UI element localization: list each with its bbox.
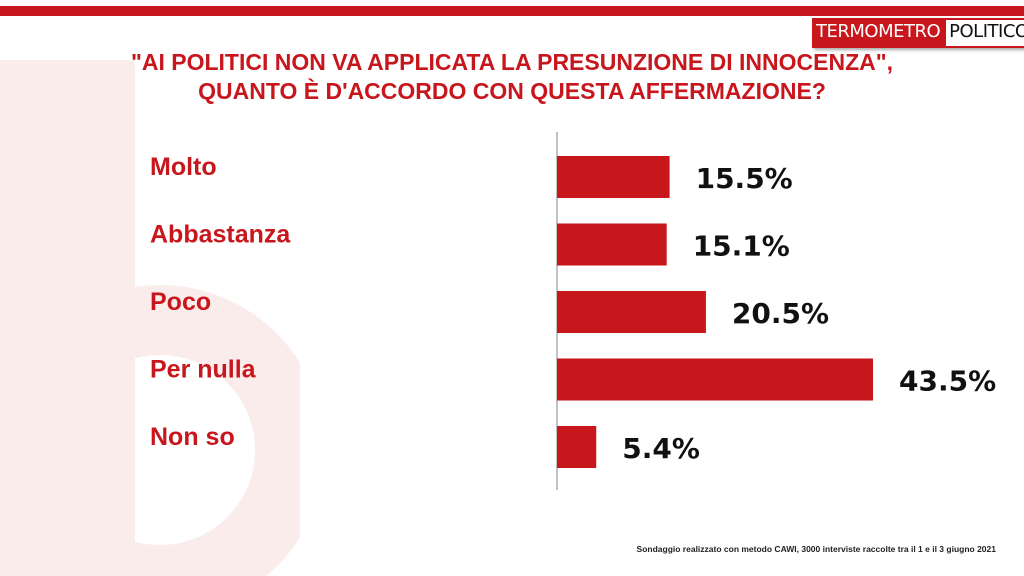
chart-title: "AI POLITICI NON VA APPLICATA LA PRESUNZ… [40, 48, 984, 106]
category-label: Non so [150, 423, 235, 451]
category-label: Per nulla [150, 356, 257, 384]
bar [557, 291, 706, 333]
category-label: Molto [150, 153, 217, 181]
value-label: 15.5% [696, 162, 793, 195]
bar [557, 156, 670, 198]
value-label: 43.5% [899, 365, 996, 398]
logo-left-text: TERMOMETRO [812, 18, 945, 48]
title-line-1: "AI POLITICI NON VA APPLICATA LA PRESUNZ… [130, 49, 894, 75]
top-accent-bar [0, 6, 1024, 16]
title-line-2: QUANTO È D'ACCORDO CON QUESTA AFFERMAZIO… [198, 78, 826, 104]
bar [557, 223, 667, 266]
category-label: Poco [150, 288, 211, 316]
value-label: 5.4% [622, 432, 700, 465]
value-label: 15.1% [693, 230, 790, 263]
bar [557, 358, 873, 401]
survey-footnote: Sondaggio realizzato con metodo CAWI, 30… [636, 544, 996, 554]
category-label: Abbastanza [150, 221, 291, 249]
bar [557, 426, 597, 468]
value-label: 20.5% [732, 297, 829, 330]
logo-right-text: POLITICO [944, 18, 1024, 48]
brand-logo: TERMOMETRO POLITICO [812, 18, 1024, 48]
